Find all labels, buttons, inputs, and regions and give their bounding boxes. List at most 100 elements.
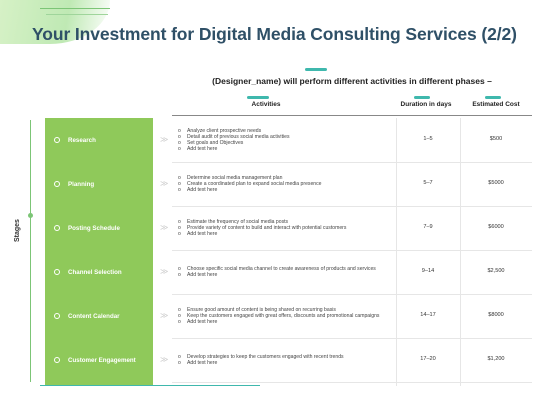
accent-dash [305,68,327,71]
stage-item: Content Calendar [45,294,153,338]
activity-item: o Add text here [178,231,390,237]
double-chevron-icon: ≫ [160,311,169,320]
stage-name: Content Calendar [68,312,120,320]
activity-item: o Choose specific social media channel to… [178,266,390,272]
activity-item: o Provide variety of content to build and… [178,225,390,231]
activity-list: o Estimate the frequency of social media … [178,219,390,238]
accent-dash [485,96,501,99]
cost-value: $1,200 [487,356,505,362]
footer-line [40,385,260,386]
stage-name: Channel Selection [68,268,122,276]
table-row [172,338,532,383]
circle-bullet-icon: o [178,146,181,153]
table-row [172,250,532,295]
stages-axis-line [30,120,31,382]
accent-dash [414,96,430,99]
circle-bullet-icon: o [178,180,181,187]
activity-text: Keep the customers engaged with great of… [187,312,380,319]
stage-name: Posting Schedule [68,224,120,232]
activity-text: Set goals and Objectives [187,140,244,147]
stage-bullet-icon [54,357,60,363]
circle-bullet-icon: o [178,231,181,238]
stage-item: Channel Selection [45,250,153,294]
corner-line [40,8,110,9]
stage-bullet-icon [54,313,60,319]
circle-bullet-icon: o [178,174,181,181]
activity-item: o Detail audit of previous social media a… [178,134,390,140]
accent-dash [247,96,269,99]
circle-bullet-icon: o [178,140,181,147]
stage-bullet-icon [54,181,60,187]
table-row [172,162,532,207]
stages-axis-dot [28,213,33,218]
stage-item: Planning [45,162,153,206]
circle-bullet-icon: o [178,306,181,313]
duration-value: 7–9 [423,224,433,230]
double-chevron-icon: ≫ [160,355,169,364]
activity-item: o Create a coordinated plan to expand soc… [178,181,390,187]
circle-bullet-icon: o [178,218,181,225]
corner-line [46,14,108,15]
stage-bullet-icon [54,269,60,275]
double-chevron-icon: ≫ [160,179,169,188]
column-divider [396,118,397,386]
activity-text: Add text here [187,187,218,194]
table-row [172,206,532,251]
double-chevron-icon: ≫ [160,267,169,276]
activity-item: o Add text here [178,360,390,366]
activity-text: Provide variety of content to build and … [187,224,347,231]
stages-panel [45,118,153,386]
activity-text: Add text here [187,271,218,278]
activity-item: o Determine social media management plan [178,175,390,181]
circle-bullet-icon: o [178,353,181,360]
activity-item: o Ensure good amount of content is being … [178,307,390,313]
activity-text: Add text here [187,359,218,366]
activity-item: o Develop strategies to keep the customer… [178,354,390,360]
activity-text: Create a coordinated plan to expand soci… [187,180,322,187]
activity-text: Develop strategies to keep the customers… [187,353,344,360]
stage-name: Planning [68,180,95,188]
activity-list: o Ensure good amount of content is being … [178,307,390,326]
duration-value: 1–5 [423,136,433,142]
page-title: Your Investment for Digital Media Consul… [32,24,517,44]
circle-bullet-icon: o [178,265,181,272]
duration-value: 17–20 [420,356,436,362]
activity-text: Estimate the frequency of social media p… [187,218,289,225]
duration-value: 14–17 [420,312,436,318]
circle-bullet-icon: o [178,312,181,319]
header-duration: Duration in days [400,101,452,108]
activity-list: o Develop strategies to keep the customer… [178,354,390,367]
activity-item: o Add text here [178,187,390,193]
activity-text: Ensure good amount of content is being s… [187,306,336,313]
circle-bullet-icon: o [178,359,181,366]
stage-bullet-icon [54,137,60,143]
activity-text: Analyze client prospective needs [187,127,262,134]
activity-item: o Analyze client prospective needs [178,128,390,134]
activity-text: Determine social media management plan [187,174,283,181]
double-chevron-icon: ≫ [160,223,169,232]
table-row [172,294,532,339]
activity-item: o Add text here [178,146,390,152]
circle-bullet-icon: o [178,127,181,134]
circle-bullet-icon: o [178,187,181,194]
cost-value: $6000 [488,224,504,230]
header-divider [172,115,532,116]
activity-text: Detail audit of previous social media ac… [187,133,290,140]
column-divider [460,118,461,386]
cost-value: $5000 [488,180,504,186]
table-subtitle: (Designer_name) will perform different a… [212,76,492,86]
cost-value: $500 [489,136,503,142]
circle-bullet-icon: o [178,271,181,278]
activity-list: o Choose specific social media channel to… [178,266,390,279]
header-activities: Activities [251,101,281,108]
activity-text: Add text here [187,231,218,238]
activity-text: Add text here [187,319,218,326]
stage-item: Customer Engagement [45,338,153,382]
activity-list: o Analyze client prospective needs o Detail… [178,128,390,153]
header-cost: Estimated Cost [472,101,520,108]
cost-value: $8000 [488,312,504,318]
stage-item: Posting Schedule [45,206,153,250]
stage-name: Customer Engagement [68,356,136,364]
activity-list: o Determine social media management plan o… [178,175,390,194]
table-row [172,118,532,163]
